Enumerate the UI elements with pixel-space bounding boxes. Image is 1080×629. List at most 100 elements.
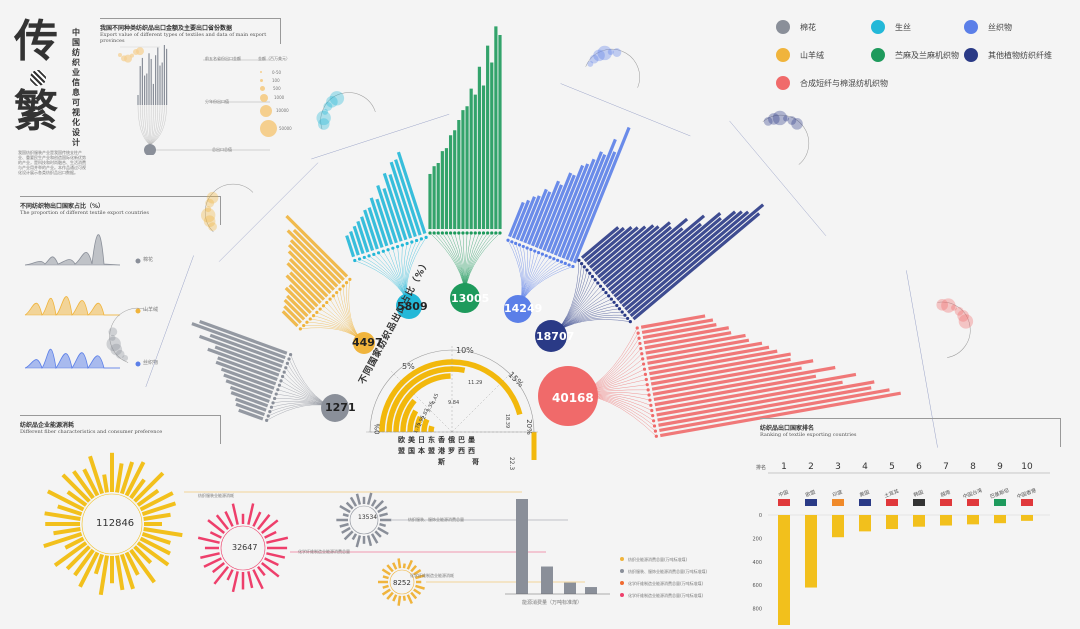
consumer-radial-bar (343, 530, 354, 541)
consumer-radial-bar (65, 545, 91, 571)
top-section-title: 我国不同种类纺织品出口金额及主要出口省份数据 Export value of d… (100, 18, 281, 44)
energy-bar (541, 566, 553, 594)
semi-tick-10: 10% (456, 346, 474, 355)
consumer-title-en: Different fiber characteristics and cons… (20, 429, 163, 435)
fan-bar (292, 228, 345, 281)
ranking-bar (967, 515, 979, 525)
semi-rings (364, 344, 540, 460)
consumer-radial-bar (46, 489, 85, 512)
fan-bar (360, 216, 375, 252)
fan-bar (658, 386, 872, 427)
fan-province-bubble (587, 60, 594, 67)
consumer-radial-bar (415, 584, 425, 590)
consumer-radial-bar (381, 588, 391, 596)
fan-bar-node (436, 231, 440, 235)
fan-province-bubble (783, 115, 790, 122)
logo-glyph-top: 传 (14, 16, 58, 67)
legend-swatch-icon (964, 48, 978, 62)
fan-bar-node (645, 383, 649, 387)
consumer-radial-bar (410, 591, 418, 600)
consumer-radial-bar (224, 511, 234, 527)
semi-country-row-3: 斯哥 (438, 458, 479, 466)
fan-bar (289, 271, 322, 305)
consumer-radial-bar (215, 514, 230, 531)
rank-number: 5 (889, 462, 895, 472)
consumer-radial-bar (82, 468, 100, 497)
consumer-radial-bar (256, 514, 271, 531)
consumer-radial-bar (53, 527, 81, 536)
energy-bar (585, 587, 597, 594)
consumer-radial-bar (256, 565, 266, 577)
fan-bar (642, 323, 717, 340)
mini-fan-link (137, 104, 151, 146)
semi-ring (428, 425, 435, 433)
consumer-legend-item: 化学纤维制造业能源消费总量(万吨标准煤) (620, 589, 760, 601)
fan-bar (580, 226, 620, 260)
fan-bar (624, 210, 743, 311)
fan-bar-node (271, 401, 275, 405)
consumer-radial-bar (129, 478, 146, 500)
fan-bar-node (651, 414, 655, 418)
consumer-radial-bar (392, 594, 398, 602)
fan-bar (613, 222, 702, 298)
fan-bar-node (650, 408, 654, 413)
ranking-bar (805, 515, 817, 588)
fan-bar-node (590, 274, 595, 279)
consumer-radial-bar (197, 536, 220, 544)
consumer-radial-bar (415, 574, 425, 580)
fan-bar (653, 365, 836, 402)
country-flag-icon (994, 499, 1006, 506)
fan-bar-node (279, 379, 283, 383)
fan-bar (369, 197, 389, 247)
fan-bar-node (465, 231, 469, 235)
legend-item: 合成短纤与棉混纺机织物 (776, 76, 888, 90)
semi-ring (379, 359, 523, 433)
fan-bar (640, 314, 706, 329)
fan-bar (283, 305, 302, 324)
ranking-chart: 排名12345678910020040060080010001200中国欧盟印度… (752, 462, 1050, 625)
ranking-country-label: 美国 (859, 489, 871, 499)
fan-province-bubble (106, 336, 121, 352)
consumer-radial-bar (370, 499, 377, 507)
ranking-ytick: 800 (752, 607, 762, 613)
consumer-radial-bar (78, 551, 100, 588)
consumer-radial-bar (410, 564, 418, 573)
consumer-radial-bar (72, 470, 95, 500)
fan-bar-node (268, 409, 272, 414)
consumer-chart (43, 452, 610, 606)
legend-swatch-icon (776, 48, 790, 62)
mini-fan-link (149, 104, 152, 146)
fan-bar-node (473, 231, 477, 235)
fan-total-cashmere: 4497 (352, 336, 383, 349)
fan-bar (626, 210, 750, 314)
fan-group (200, 162, 375, 354)
top-title-cn: 我国不同种类纺织品出口金额及主要出口省份数据 (100, 25, 233, 32)
intro-text: 我国纺织服装产业是我国传统支柱产业、重要民生产业和创造国际化新优势的产业，是科技… (18, 150, 86, 175)
fan-bar (538, 172, 573, 250)
legend-swatch-icon (776, 20, 790, 34)
fan-bar (646, 338, 750, 360)
fan-bar-node (598, 284, 603, 288)
fan-bar (288, 257, 329, 298)
semi-value: 11.29 (468, 380, 483, 386)
fan-bar-node (415, 238, 419, 243)
fan-bar (388, 174, 413, 239)
consumer-radial-bar (386, 591, 394, 600)
consumer-circle-value: 112846 (96, 518, 135, 529)
energy-bar (564, 582, 576, 594)
fan-bar (659, 391, 902, 438)
fan-bar-node (585, 268, 589, 272)
fan-province-bubble (110, 343, 123, 356)
legend-item: 生丝 (871, 20, 911, 34)
fan-province-bubble (208, 222, 217, 232)
semi-ring (407, 409, 419, 433)
consumer-inner-ring (220, 525, 266, 571)
fan-province-bubble (589, 54, 599, 64)
semi-tick-20: 20% (524, 419, 533, 435)
fan-group (428, 26, 502, 313)
fan-province-bubble (951, 304, 958, 311)
consumer-circle-value: 32647 (232, 543, 258, 552)
fan-bar (225, 379, 272, 399)
fan-bar (659, 388, 890, 432)
